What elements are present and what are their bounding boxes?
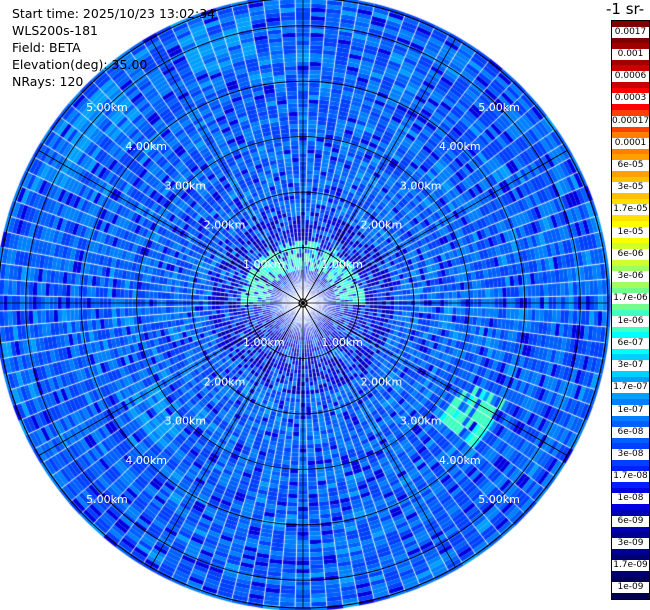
ring-label: 2.00km <box>204 375 246 388</box>
colorbar-tick-label: 1.7e-05 <box>612 204 649 216</box>
ring-label: 5.00km <box>478 493 520 506</box>
ring-label: 4.00km <box>439 140 481 153</box>
ring-label: 2.00km <box>361 219 403 232</box>
ring-label: 4.00km <box>439 454 481 467</box>
colorbar-tick-label: 6e-05 <box>612 160 649 171</box>
ring-label: 3.00km <box>165 415 207 428</box>
ring-label: 4.00km <box>125 140 167 153</box>
ring-label: 2.00km <box>204 219 246 232</box>
colorbar-tick-label: 0.00017 <box>612 115 650 127</box>
colorbar: 0.0017 0.001 0.0006 0.0003 0.00017 0.0001 6e-0… <box>611 20 650 600</box>
ring-label: 5.00km <box>86 101 128 114</box>
ring-label: 5.00km <box>86 493 128 506</box>
azimuth-spoke <box>150 302 304 568</box>
colorbar-tick-label: 0.0017 <box>612 26 649 38</box>
colorbar-tick-label: 3e-08 <box>612 449 649 460</box>
azimuth-spoke <box>38 302 304 456</box>
colorbar-tick-label: 1e-09 <box>612 582 649 594</box>
start-time: Start time: 2025/10/23 13:02:34 <box>12 6 216 21</box>
azimuth-spoke <box>302 302 568 456</box>
colorbar-tick-label: 6e-06 <box>612 248 649 260</box>
colorbar-tick-label: 1e-05 <box>612 226 649 238</box>
instrument-name: WLS200s-181 <box>12 23 98 38</box>
colorbar-tick-label: 6e-08 <box>612 426 649 438</box>
field-name: Field: BETA <box>12 40 81 55</box>
colorbar-tick-label: 3e-09 <box>612 537 649 549</box>
colorbar-tick-label: 0.001 <box>612 48 649 60</box>
colorbar-tick-label: 6e-07 <box>612 337 649 349</box>
colorbar-tick-label: 3e-07 <box>612 360 649 372</box>
colorbar-tick-label: 1e-08 <box>612 493 649 505</box>
colorbar-tick-label: 0.0001 <box>612 137 649 149</box>
ring-label: 3.00km <box>165 179 207 192</box>
radar-center-marker <box>298 298 308 308</box>
ring-label: 1.00km <box>321 258 363 271</box>
scan-info: Start time: 2025/10/23 13:02:34 WLS200s-… <box>12 5 215 90</box>
azimuth-spoke <box>302 38 456 304</box>
colorbar-tick-label: 3e-05 <box>612 182 649 194</box>
colorbar-tick-label: 1.7e-07 <box>612 382 649 394</box>
azimuth-spoke <box>302 150 568 304</box>
azimuth-spoke <box>38 150 304 304</box>
azimuth-spoke <box>302 302 456 568</box>
colorbar-tick-label: 1e-06 <box>612 315 649 327</box>
ring-label: 2.00km <box>361 375 403 388</box>
colorbar-tick-label: 6e-09 <box>612 515 649 527</box>
ring-label: 1.00km <box>321 336 363 349</box>
colorbar-tick-label: 1.7e-08 <box>612 471 649 483</box>
azimuth-spoke <box>150 38 304 304</box>
colorbar-tick-label: 1.7e-09 <box>612 560 649 572</box>
colorbar-tick-label: 3e-06 <box>612 271 649 283</box>
colorbar-title: -1 sr- <box>606 0 645 18</box>
ring-label: 3.00km <box>400 179 442 192</box>
elevation-angle: Elevation(deg): 35.00 <box>12 57 148 72</box>
ring-label: 4.00km <box>125 454 167 467</box>
ring-label: 1.00km <box>243 336 285 349</box>
colorbar-tick-label: 1e-07 <box>612 404 649 416</box>
colorbar-tick-label: 0.0006 <box>612 71 649 83</box>
colorbar-tick-label: 0.0003 <box>612 93 649 105</box>
ray-count: NRays: 120 <box>12 74 84 89</box>
ring-label: 5.00km <box>478 101 520 114</box>
ring-label: 3.00km <box>400 415 442 428</box>
ring-label: 1.00km <box>243 258 285 271</box>
colorbar-tick-label: 1.7e-06 <box>612 293 649 305</box>
